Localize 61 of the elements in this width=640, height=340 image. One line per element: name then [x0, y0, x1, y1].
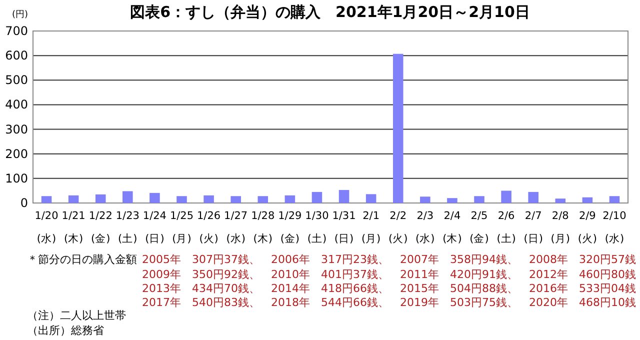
x-tick-label: 2/6 (土): [496, 210, 516, 245]
x-tick-label: 2/2 (火): [388, 210, 408, 245]
x-tick-label: 1/30 (土): [305, 210, 329, 245]
x-tick-label: 1/21 (木): [62, 210, 86, 245]
x-tick-label: 2/1 (月): [361, 210, 381, 245]
text: 2009年 350円92銭、 2010年 401円37銭、 2011年 420円91銭、 2012年 460円80銭: [142, 268, 636, 281]
y-tick-label: 300: [5, 122, 28, 136]
y-tick-label: 500: [5, 73, 28, 88]
bar: [366, 194, 376, 203]
bar: [150, 192, 160, 203]
y-tick-label: 200: [5, 146, 28, 161]
x-tick-label: 2/4 (木): [442, 210, 462, 245]
x-tick-label: 1/20 (水): [34, 210, 58, 245]
bar: [420, 196, 430, 203]
bar: [528, 192, 538, 203]
bar: [68, 195, 79, 203]
bar: [122, 191, 133, 203]
bar: [284, 195, 296, 203]
bar: [41, 196, 52, 203]
y-tick-label: 400: [5, 98, 28, 112]
x-tick-label: 1/24 (日): [142, 210, 167, 245]
x-tick-label: 1/23 (土): [116, 210, 140, 245]
text: 2013年 434円70銭、 2014年 418円66銭、 2015年 504円88銭、 2016年 533円04銭: [142, 282, 636, 295]
text: （注）二人以上世帯: [27, 309, 126, 322]
bar: [204, 195, 214, 203]
x-tick-label: 2/7 (日): [524, 210, 543, 245]
x-tick-label: 1/27 (水): [224, 210, 248, 245]
bar: [176, 196, 187, 203]
bar: [474, 196, 484, 203]
y-tick-label: 100: [5, 171, 28, 186]
x-tick-label: 1/22 (金): [88, 210, 112, 245]
text: （出所）総務省: [27, 324, 104, 337]
text: 2017年 540円83銭、 2018年 544円66銭、 2019年 503円75銭、 2020年 468円10銭: [142, 296, 636, 309]
y-tick-label: 0: [20, 196, 28, 210]
y-tick-label: 700: [5, 24, 28, 38]
bar: [338, 190, 350, 203]
y-tick-label: 600: [5, 48, 28, 63]
bar: [258, 196, 268, 203]
x-tick-label: 2/10 (水): [602, 210, 626, 245]
text: ＊節分の日の購入金額: [27, 253, 137, 266]
bar: [501, 190, 512, 203]
x-tick-label: 1/25 (月): [170, 210, 194, 245]
bar: [555, 198, 566, 203]
bar: [392, 54, 404, 203]
bar: [609, 196, 620, 203]
bar: [582, 197, 593, 203]
x-tick-label: 2/5 (金): [470, 210, 489, 245]
bar: [95, 194, 106, 203]
x-tick-label: 1/29 (金): [278, 210, 302, 245]
x-tick-label: 2/8 (月): [550, 210, 570, 245]
x-tick-label: 1/28 (木): [251, 210, 275, 245]
x-tick-label: 2/9 (火): [578, 210, 598, 245]
y-axis-title: (円): [12, 10, 28, 20]
bar: [230, 196, 241, 203]
x-tick-label: 1/31 (日): [332, 210, 356, 245]
text: 2005年 307円37銭、 2006年 317円23銭、 2007年 358円94銭、 2008年 320円57銭: [142, 253, 636, 266]
chart-title: 図表6：すし（弁当）の購入 2021年1月20日～2月10日: [130, 3, 530, 21]
x-tick-label: 1/26 (火): [197, 210, 221, 245]
bar: [447, 198, 458, 203]
x-tick-label: 2/3 (水): [416, 210, 435, 245]
bar: [312, 192, 322, 203]
